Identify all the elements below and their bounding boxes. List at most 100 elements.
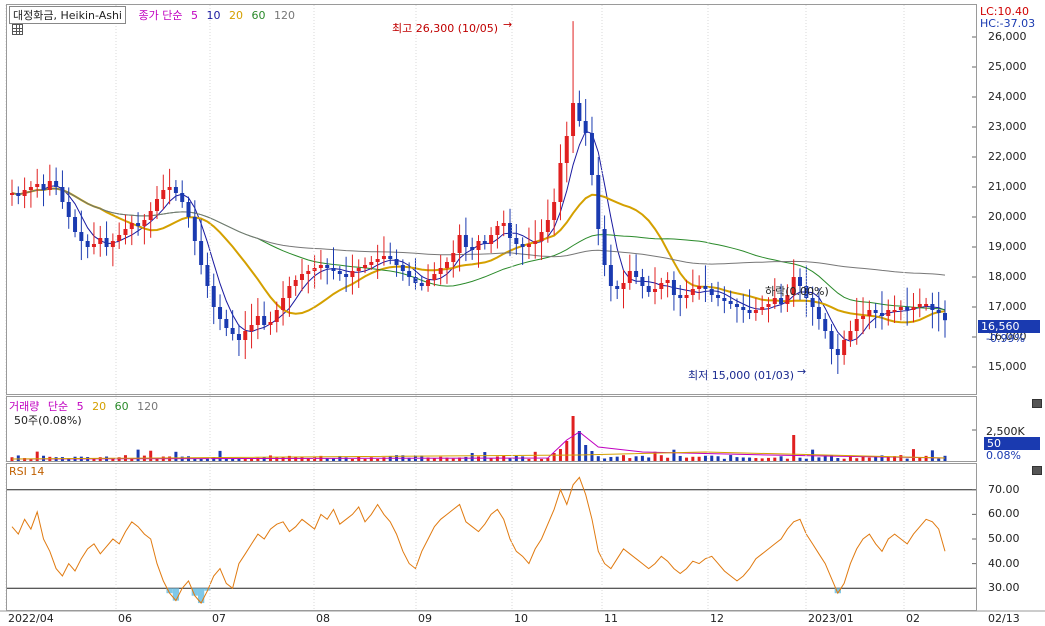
volume-legend: 거래량 단순 5 20 60 120 <box>9 398 163 414</box>
candle-body <box>85 241 90 247</box>
volume-bar <box>716 456 720 461</box>
candle-body <box>653 289 658 292</box>
volume-bar <box>609 456 613 461</box>
volume-bar <box>149 450 153 461</box>
volume-pane[interactable] <box>6 396 977 462</box>
volume-bar <box>886 457 890 461</box>
candle-body <box>325 265 330 268</box>
price-y-tick: 21,000 <box>988 180 1027 193</box>
candle-body <box>552 202 557 220</box>
volume-bar <box>899 455 903 461</box>
candle-body <box>154 199 159 211</box>
x-axis-label: 2022/04 <box>8 612 54 625</box>
price-y-tick: 16,000 <box>988 330 1027 343</box>
x-axis-label: 10 <box>514 612 528 625</box>
candle-body <box>142 220 147 226</box>
volume-bar <box>92 458 96 461</box>
price-ma-120: 120 <box>273 9 295 22</box>
volume-bar <box>741 457 745 461</box>
price-ma-20: 20 <box>228 9 243 22</box>
candle-body <box>205 265 210 286</box>
volume-bar <box>792 435 796 461</box>
candle-body <box>381 256 386 259</box>
x-axis-label: 2023/01 <box>808 612 854 625</box>
volume-bar <box>577 431 581 461</box>
candle-body <box>508 223 513 238</box>
volume-bar <box>603 458 607 461</box>
candle-body <box>716 295 721 298</box>
candle-body <box>463 235 468 247</box>
volume-bar <box>199 458 203 461</box>
volume-bar <box>678 455 682 461</box>
candle-body <box>873 310 878 313</box>
candle-body <box>678 295 683 298</box>
candle-body <box>760 307 765 310</box>
candle-body <box>533 241 538 244</box>
candle-body <box>621 283 626 289</box>
candle-body <box>684 295 689 298</box>
candle-body <box>596 175 601 229</box>
volume-bar <box>451 458 455 461</box>
rsi-oversold-fill <box>172 588 180 601</box>
candle-body <box>91 244 96 247</box>
volume-bar <box>798 457 802 461</box>
candle-body <box>854 319 859 331</box>
rsi-pane-button[interactable] <box>1032 466 1042 475</box>
candle-body <box>734 304 739 307</box>
volume-bar <box>527 458 531 461</box>
candle-body <box>842 340 847 355</box>
candle-body <box>363 265 368 268</box>
candle-body <box>577 103 582 121</box>
rsi-oversold-fill <box>166 588 173 594</box>
volume-ma-20: 20 <box>92 400 107 413</box>
candle-body <box>192 217 197 241</box>
volume-bar <box>477 456 480 461</box>
candle-body <box>785 295 790 304</box>
candle-body <box>829 331 834 349</box>
price-y-tick: 23,000 <box>988 120 1027 133</box>
candle-body <box>608 265 613 286</box>
price-pane[interactable] <box>6 4 977 395</box>
candle-body <box>444 262 449 268</box>
volume-ma-120: 120 <box>137 400 159 413</box>
candle-body <box>249 325 254 331</box>
volume-bar <box>766 457 770 461</box>
candle-body <box>54 181 59 187</box>
candle-body <box>117 235 122 241</box>
grid-icon[interactable] <box>12 24 23 35</box>
volume-bar <box>445 457 449 461</box>
volume-bar <box>867 457 871 461</box>
volume-bar <box>306 458 310 461</box>
volume-bar <box>930 450 934 461</box>
candle-body <box>199 241 204 265</box>
price-ma-5: 5 <box>190 9 198 22</box>
volume-bar <box>628 458 632 461</box>
volume-bar <box>640 455 644 461</box>
volume-bar <box>533 451 537 461</box>
candle-body <box>173 187 178 193</box>
volume-pane-button[interactable] <box>1032 399 1042 408</box>
candle-body <box>60 187 65 202</box>
rsi-title: RSI 14 <box>9 465 45 478</box>
candle-body <box>123 229 128 235</box>
candle-body <box>861 316 866 319</box>
volume-bar <box>659 455 663 461</box>
volume-bar <box>943 455 947 461</box>
volume-bar <box>773 457 777 461</box>
candle-body <box>558 163 563 202</box>
symbol-title[interactable]: 대정화금, Heikin-Ashi <box>9 6 126 24</box>
volume-bar <box>470 452 474 461</box>
candle-body <box>98 238 103 244</box>
rsi-legend: RSI 14 <box>9 465 49 478</box>
candle-body <box>766 304 771 307</box>
volume-bar <box>224 458 228 461</box>
candle-body <box>375 259 380 262</box>
volume-bar <box>685 457 689 461</box>
volume-bar <box>861 456 865 461</box>
candle-body <box>905 307 910 310</box>
rsi-pane[interactable] <box>6 463 977 611</box>
volume-bar <box>218 450 222 461</box>
high-arrow-icon: → <box>503 18 513 31</box>
candle-body <box>495 226 500 235</box>
volume-bar <box>703 455 707 461</box>
